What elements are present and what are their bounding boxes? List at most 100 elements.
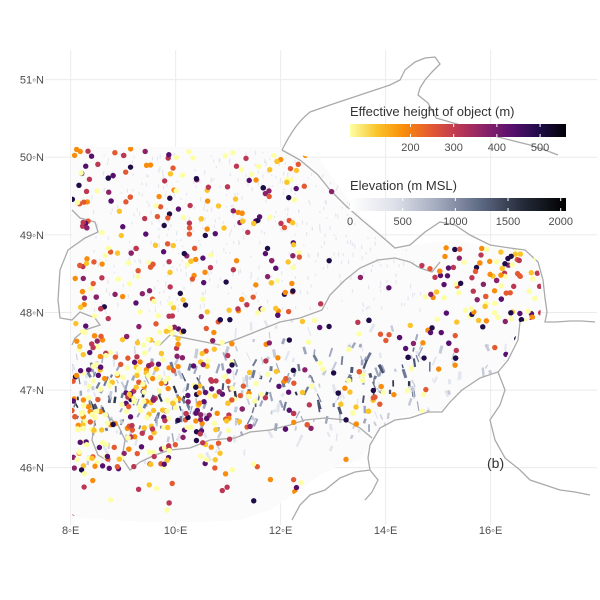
- terrain-relief-mark: [319, 223, 321, 228]
- object-point: [530, 322, 536, 328]
- object-point: [246, 177, 252, 184]
- terrain-relief-mark: [310, 173, 313, 176]
- object-point: [73, 372, 80, 379]
- legend-tick-label: 200: [401, 142, 419, 154]
- terrain-relief-mark: [93, 371, 97, 378]
- terrain-relief-mark: [173, 192, 175, 197]
- object-point: [83, 260, 90, 267]
- object-point: [358, 477, 364, 484]
- object-point: [213, 426, 219, 433]
- object-point: [492, 300, 498, 307]
- object-point: [538, 381, 542, 387]
- object-point: [462, 307, 469, 313]
- object-point: [153, 366, 160, 372]
- terrain-relief-mark: [361, 395, 365, 404]
- terrain-relief-mark: [204, 170, 206, 175]
- object-point: [224, 484, 230, 490]
- object-point: [133, 384, 140, 390]
- terrain-relief-mark: [259, 241, 261, 245]
- terrain-relief-mark: [124, 379, 129, 390]
- terrain-relief-mark: [269, 391, 274, 402]
- terrain-relief-mark: [251, 288, 253, 291]
- object-point: [251, 398, 258, 404]
- terrain-relief-mark: [202, 432, 208, 439]
- terrain-relief-mark: [154, 415, 159, 424]
- terrain-relief-mark: [329, 226, 331, 231]
- object-point: [260, 306, 266, 313]
- terrain-relief-mark: [340, 280, 342, 284]
- terrain-relief-mark: [412, 390, 416, 399]
- object-point: [84, 256, 90, 262]
- terrain-relief-mark: [93, 308, 96, 312]
- object-point: [360, 377, 366, 384]
- object-point: [155, 361, 162, 367]
- object-point: [171, 324, 178, 330]
- object-point: [233, 257, 240, 264]
- object-point: [190, 363, 197, 369]
- object-point: [167, 195, 173, 201]
- terrain-relief-mark: [229, 252, 231, 254]
- legend-height-title: Effective height of object (m): [350, 104, 515, 119]
- terrain-relief-mark: [337, 406, 343, 415]
- terrain-relief-mark: [360, 359, 364, 366]
- terrain-relief-mark: [103, 376, 109, 387]
- terrain-relief-mark: [331, 361, 338, 372]
- terrain-relief-mark: [363, 356, 368, 362]
- object-point: [83, 163, 89, 169]
- terrain-relief-mark: [203, 303, 205, 308]
- terrain-relief-mark: [144, 375, 150, 384]
- terrain-relief-mark: [261, 357, 264, 365]
- terrain-relief-mark: [282, 191, 285, 196]
- object-point: [133, 245, 139, 252]
- object-point: [268, 257, 275, 264]
- object-point: [128, 250, 134, 256]
- terrain-relief-mark: [287, 207, 289, 212]
- terrain-relief-mark: [195, 185, 197, 188]
- terrain-relief-mark: [250, 273, 253, 277]
- object-point: [170, 367, 177, 374]
- object-point: [156, 374, 162, 381]
- terrain-relief-mark: [162, 263, 165, 267]
- object-point: [536, 158, 542, 165]
- terrain-relief-mark: [110, 212, 112, 215]
- terrain-relief-mark: [367, 305, 369, 309]
- x-tick-label: 10◦E: [164, 525, 187, 537]
- object-point: [510, 240, 516, 247]
- terrain-relief-mark: [166, 436, 171, 443]
- terrain-relief-mark: [232, 214, 234, 217]
- object-point: [211, 329, 217, 336]
- terrain-relief-mark: [433, 376, 438, 384]
- terrain-relief-mark: [348, 259, 350, 265]
- terrain-relief-mark: [372, 264, 374, 268]
- object-point: [256, 214, 263, 220]
- object-point: [299, 389, 306, 396]
- object-point: [438, 437, 445, 443]
- object-point: [95, 161, 101, 168]
- object-point: [136, 323, 142, 330]
- object-point: [202, 232, 209, 239]
- terrain-relief-mark: [333, 189, 335, 194]
- object-point: [133, 300, 139, 306]
- object-point: [193, 175, 200, 182]
- object-point: [159, 407, 166, 413]
- terrain-relief-mark: [346, 240, 349, 244]
- object-point: [469, 275, 475, 281]
- object-point: [95, 372, 102, 378]
- terrain-relief-mark: [306, 291, 309, 295]
- terrain-relief-mark: [373, 375, 378, 380]
- object-point: [114, 250, 121, 256]
- object-point: [311, 317, 318, 324]
- terrain-relief-mark: [145, 182, 147, 187]
- terrain-relief-mark: [414, 334, 419, 341]
- object-point: [211, 346, 217, 352]
- terrain-relief-mark: [224, 346, 230, 355]
- terrain-relief-mark: [323, 206, 325, 210]
- terrain-relief-mark: [284, 162, 286, 165]
- object-point: [495, 314, 501, 320]
- terrain-relief-mark: [294, 391, 298, 396]
- object-point: [131, 463, 137, 470]
- terrain-relief-mark: [270, 275, 273, 278]
- terrain-relief-mark: [127, 294, 129, 299]
- terrain-relief-mark: [324, 200, 326, 204]
- object-point: [137, 359, 143, 365]
